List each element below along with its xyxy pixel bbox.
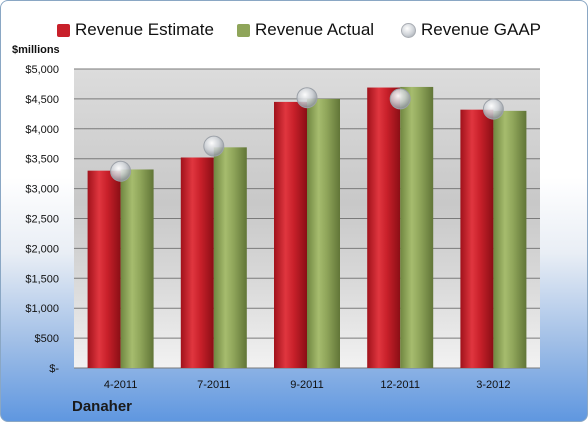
legend-item-actual: Revenue Actual [237, 17, 374, 43]
legend-swatch-estimate [57, 23, 70, 37]
bar-estimate [460, 109, 494, 368]
y-tick-label: $2,500 [25, 214, 59, 226]
gaap-marker [482, 98, 504, 120]
x-tick-label: 9-2011 [290, 379, 323, 391]
x-tick-label: 12-2011 [380, 379, 420, 391]
bar-actual [120, 169, 154, 368]
bar-actual [307, 98, 340, 369]
y-tick-label: $- [49, 363, 59, 375]
company-name: Danaher [72, 398, 133, 415]
x-tick-label: 7-2011 [197, 379, 230, 391]
legend-swatch-gaap [401, 22, 416, 38]
y-tick-label: $3,500 [25, 154, 59, 166]
y-tick-label: $4,000 [25, 124, 59, 136]
legend-item-gaap: Revenue GAAP [401, 17, 541, 43]
y-tick-label: $4,500 [25, 94, 59, 106]
y-tick-label: $5,000 [25, 64, 59, 76]
bar-estimate [87, 170, 121, 368]
bar-actual [213, 147, 247, 368]
legend-swatch-actual [237, 23, 250, 37]
x-tick-label: 4-2011 [104, 379, 137, 391]
y-tick-label: $3,000 [25, 184, 59, 196]
bar-estimate [274, 101, 307, 368]
y-tick-label: $1,000 [25, 303, 59, 315]
y-tick-label: $500 [35, 333, 59, 345]
bar-estimate [180, 157, 214, 368]
legend-label-gaap: Revenue GAAP [421, 20, 542, 39]
bar-actual [400, 86, 434, 368]
legend: Revenue Estimate Revenue Actual Revenue … [1, 17, 587, 43]
x-tick-label: 3-2012 [476, 379, 510, 391]
gaap-marker [389, 88, 411, 110]
legend-label-actual: Revenue Actual [255, 20, 375, 39]
gaap-marker [296, 87, 318, 109]
gaap-marker [203, 135, 225, 157]
y-tick-label: $2,000 [25, 243, 59, 255]
unit-label: $millions [12, 44, 60, 56]
y-tick-label: $1,500 [25, 273, 59, 285]
bar-estimate [367, 87, 401, 369]
bar-actual [493, 110, 527, 369]
gaap-marker [110, 160, 132, 182]
legend-label-estimate: Revenue Estimate [75, 20, 214, 39]
legend-item-estimate: Revenue Estimate [57, 17, 214, 43]
